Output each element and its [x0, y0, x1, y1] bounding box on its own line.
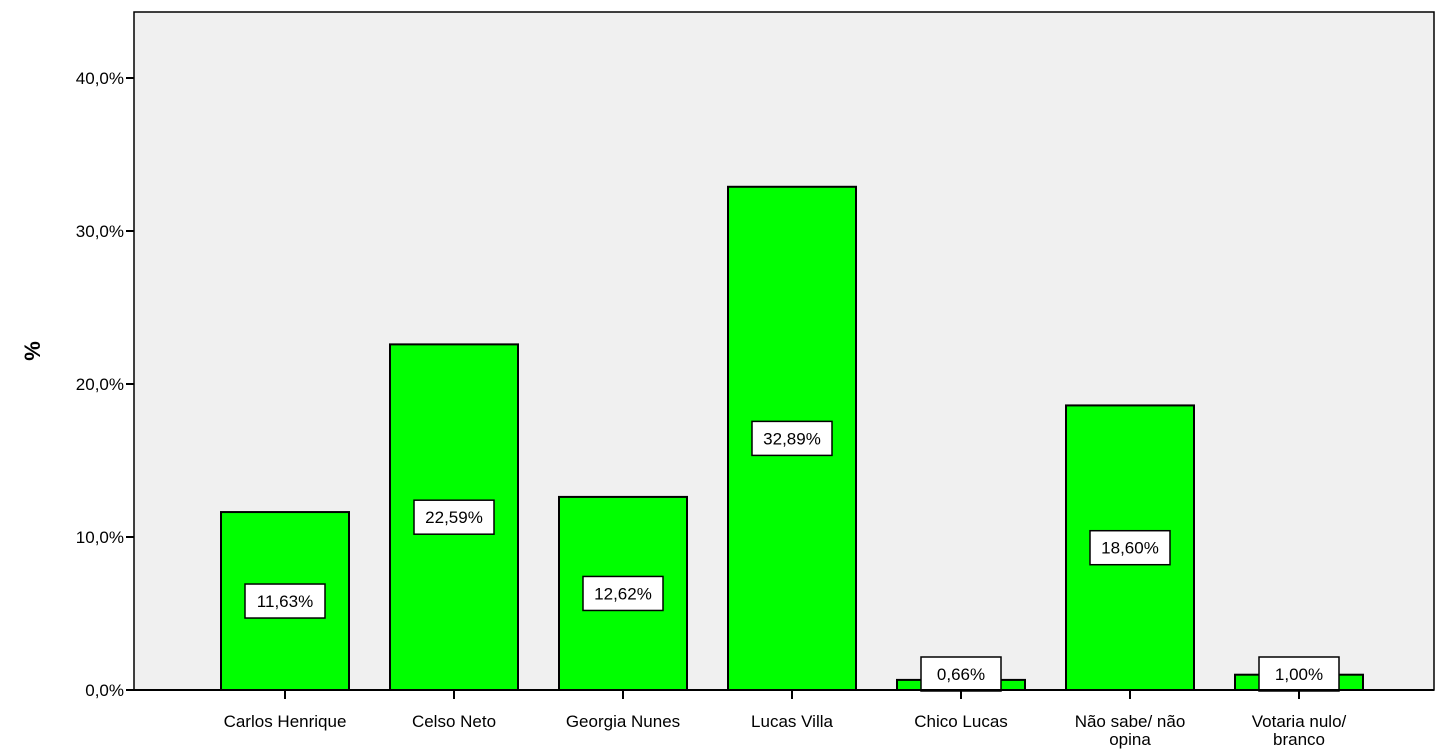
data-label-6: 1,00%: [1258, 656, 1340, 692]
data-label-1: 22,59%: [413, 499, 495, 535]
data-label-2: 12,62%: [582, 575, 664, 612]
data-label-box-5: [1089, 529, 1171, 566]
data-label-text-5: 18,60%: [1101, 539, 1159, 558]
axes-layer: 0,0% 10,0% 20,0% 30,0% 40,0% Carlos Henrique C…: [76, 69, 1434, 749]
y-tick-label-2: 20,0%: [76, 375, 124, 394]
data-label-text-6: 1,00%: [1275, 665, 1323, 684]
data-label-box-4: [920, 656, 1002, 692]
data-label-3: 32,89%: [751, 420, 833, 457]
data-label-text-2: 12,62%: [594, 584, 652, 603]
y-tick-label-4: 40,0%: [76, 69, 124, 88]
x-tick-label-3: Lucas Villa: [751, 712, 833, 731]
y-tick-label-3: 30,0%: [76, 222, 124, 241]
data-label-text-0: 11,63%: [257, 592, 313, 611]
y-axis-title: %: [20, 341, 45, 361]
data-label-box-2: [582, 575, 664, 612]
data-label-4: 0,66%: [920, 656, 1002, 692]
data-label-text-4: 0,66%: [937, 665, 985, 684]
data-label-box-6: [1258, 656, 1340, 692]
x-tick-label-1: Celso Neto: [412, 712, 496, 731]
x-tick-label-0: Carlos Henrique: [224, 712, 347, 731]
data-label-box-0: [244, 583, 326, 619]
x-tick-label-4: Chico Lucas: [914, 712, 1008, 731]
x-tick-label-2: Georgia Nunes: [566, 712, 680, 731]
data-labels-layer: 11,63% 22,59% 12,62% 32,89% 0,66% 18,60% 1,00%: [244, 420, 1340, 692]
data-label-5: 18,60%: [1089, 529, 1171, 566]
data-label-box-3: [751, 420, 833, 457]
y-tick-label-0: 0,0%: [85, 681, 124, 700]
data-label-box-1: [413, 499, 495, 535]
data-label-text-3: 32,89%: [763, 429, 821, 448]
data-label-text-1: 22,59%: [425, 508, 483, 527]
x-tick-label-6: Votaria nulo/branco: [1252, 712, 1347, 749]
y-tick-label-1: 10,0%: [76, 528, 124, 547]
x-tick-label-5: Não sabe/ não opina: [1075, 712, 1186, 749]
data-label-0: 11,63%: [244, 583, 326, 619]
